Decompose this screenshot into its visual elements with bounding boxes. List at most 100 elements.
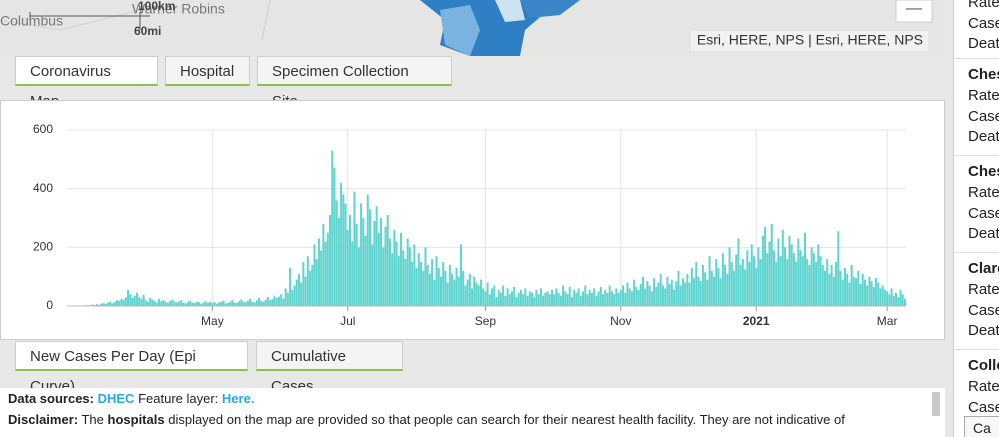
bar [535, 289, 538, 306]
bar [557, 292, 560, 306]
bar [295, 279, 298, 306]
bar [360, 203, 363, 306]
bar [417, 253, 420, 306]
bar [786, 259, 789, 306]
bar [453, 279, 456, 306]
bar [497, 289, 500, 306]
bar [93, 305, 96, 306]
bar [246, 300, 249, 306]
zoom-out[interactable] [895, 0, 933, 23]
bar [435, 256, 438, 306]
bar [482, 288, 485, 306]
bar [446, 282, 449, 306]
bar [837, 231, 840, 306]
bar [104, 303, 107, 306]
bar [184, 303, 187, 306]
separator [954, 252, 999, 253]
bar [120, 298, 123, 306]
tab[interactable]: Hospital [165, 56, 250, 86]
bar [89, 305, 92, 306]
bar [604, 289, 607, 306]
bar [346, 229, 349, 306]
bar [895, 292, 898, 306]
bar [619, 289, 622, 306]
bar [830, 264, 833, 306]
bar [102, 303, 105, 306]
bar [175, 302, 178, 306]
tab[interactable]: Coronavirus Map [15, 56, 158, 110]
bar [670, 279, 673, 306]
bar [235, 303, 238, 306]
bar [863, 279, 866, 306]
side-line: Rate [968, 87, 999, 104]
bar [140, 298, 143, 306]
county-name: Clare [968, 260, 999, 277]
tab[interactable]: Specimen Collection Site [257, 56, 452, 110]
bar [442, 262, 445, 306]
bar [253, 302, 256, 306]
bar [699, 281, 702, 306]
separator [954, 349, 999, 350]
link[interactable]: DHEC [97, 391, 135, 406]
bar [890, 288, 893, 306]
bar [646, 281, 649, 306]
label: Data sources: [8, 391, 94, 406]
bar [291, 289, 294, 306]
bar [107, 302, 110, 306]
bar [220, 301, 223, 306]
bar [695, 262, 698, 306]
county [520, 0, 580, 18]
bar [431, 259, 434, 306]
bar [444, 270, 447, 306]
link[interactable]: Here. [221, 391, 255, 406]
y-tick-label: 0 [46, 298, 53, 312]
bar [599, 286, 602, 306]
bar [320, 250, 323, 306]
bar [151, 299, 154, 306]
bar [451, 273, 454, 306]
bar [335, 200, 338, 306]
tab[interactable]: Cumulative Cases [256, 341, 403, 395]
bar [584, 285, 587, 306]
bar [730, 262, 733, 306]
zoom-out-icon[interactable]: — [906, 0, 922, 17]
bar [499, 292, 502, 306]
bar [799, 250, 802, 306]
scrollbar[interactable] [932, 392, 940, 416]
bar [713, 276, 716, 306]
side-line: Deat [968, 322, 999, 339]
side-line: Case [968, 204, 999, 222]
bar [331, 150, 334, 306]
bar [693, 278, 696, 306]
bar [768, 241, 771, 306]
bar [593, 288, 596, 306]
bar [637, 289, 640, 306]
tab[interactable]: New Cases Per Day (Epi Curve) [15, 341, 248, 395]
bar [861, 273, 864, 306]
bar [384, 226, 387, 306]
bar [879, 288, 882, 306]
bar [664, 288, 667, 306]
text: The [81, 412, 104, 427]
bar [537, 294, 540, 306]
bar [486, 282, 489, 306]
bar [744, 269, 747, 306]
bar [206, 302, 209, 306]
bar [395, 241, 398, 306]
bar [233, 302, 236, 306]
button[interactable]: Ca [964, 416, 999, 437]
y-tick-label: 400 [33, 181, 53, 195]
bar [240, 299, 243, 306]
bar [222, 300, 225, 306]
bar [200, 303, 203, 306]
bar [817, 244, 820, 306]
bar [351, 241, 354, 306]
bar [843, 267, 846, 306]
county-name: Ches [968, 66, 999, 83]
bar [719, 278, 722, 306]
bar [732, 270, 735, 306]
bar [455, 267, 458, 306]
map-label: Columbus [0, 13, 63, 29]
bar [897, 297, 900, 306]
bar [635, 286, 638, 306]
